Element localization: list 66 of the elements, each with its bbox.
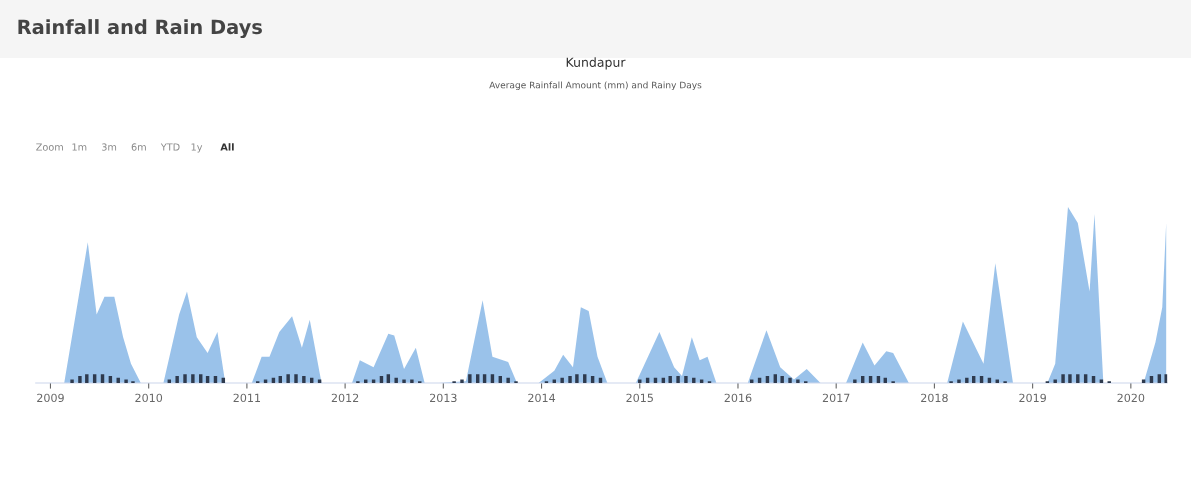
- bar: [302, 375, 306, 384]
- bar: [796, 379, 800, 384]
- x-tick-label: 2018: [921, 393, 948, 403]
- x-tick-label: 2019: [1019, 393, 1046, 403]
- bar: [1053, 379, 1057, 384]
- bar: [1068, 374, 1072, 384]
- bar: [1157, 374, 1162, 384]
- text: YTD: [160, 143, 180, 151]
- bar: [402, 379, 406, 384]
- bar: [853, 379, 857, 384]
- x-tick-label: 2013: [430, 393, 457, 403]
- bar: [490, 374, 495, 384]
- x-tick-label: 2012: [331, 393, 359, 403]
- bar: [780, 375, 784, 384]
- bar: [70, 379, 74, 384]
- bar: [788, 377, 792, 384]
- bar: [482, 374, 487, 384]
- bar: [191, 374, 195, 384]
- bar: [957, 379, 961, 384]
- bar: [175, 375, 179, 384]
- bar: [85, 374, 89, 384]
- x-tick-label: 2016: [724, 393, 752, 403]
- bar: [468, 374, 472, 384]
- bar: [294, 374, 298, 384]
- bar: [475, 374, 480, 384]
- bar: [124, 379, 128, 384]
- x-tick-label: 2020: [1117, 393, 1145, 403]
- chart-subtitle: Average Rainfall Amount (mm) and Rainy Days: [489, 81, 702, 91]
- text: 1m: [72, 143, 87, 151]
- chart-title: Kundapur: [566, 57, 626, 70]
- bar: [286, 374, 290, 384]
- bar: [568, 375, 572, 384]
- bar: [386, 374, 391, 384]
- text: 1y: [191, 143, 203, 153]
- text: Rainfall and Rain Days: [18, 19, 262, 39]
- bar: [506, 377, 510, 384]
- bar: [560, 377, 564, 384]
- bar: [684, 375, 688, 384]
- bar: [1083, 374, 1088, 384]
- x-tick-label: 2011: [233, 393, 261, 403]
- bar: [460, 379, 464, 384]
- x-tick-label: 2010: [135, 393, 163, 403]
- x-tick-label: 2014: [528, 393, 556, 403]
- bar: [78, 375, 82, 384]
- bar: [199, 374, 203, 384]
- x-tick-label: 2015: [626, 393, 653, 403]
- text: Zoom: [36, 143, 63, 151]
- x-tick-label: 2017: [822, 393, 850, 403]
- bar: [676, 375, 680, 384]
- text: All: [220, 143, 234, 151]
- bar: [410, 379, 414, 384]
- text: 3m: [101, 143, 117, 151]
- bar: [394, 377, 398, 384]
- bar: [1061, 374, 1065, 384]
- bar: [100, 374, 105, 384]
- bar: [1164, 374, 1168, 384]
- text: 6m: [131, 143, 146, 151]
- bar: [92, 374, 97, 384]
- bar: [965, 377, 969, 384]
- bar: [575, 374, 579, 384]
- bar: [773, 374, 778, 384]
- bar: [1076, 374, 1080, 384]
- bar: [183, 374, 187, 384]
- x-tick-label: 2009: [37, 393, 64, 403]
- bar: [668, 375, 672, 384]
- bar: [583, 374, 587, 384]
